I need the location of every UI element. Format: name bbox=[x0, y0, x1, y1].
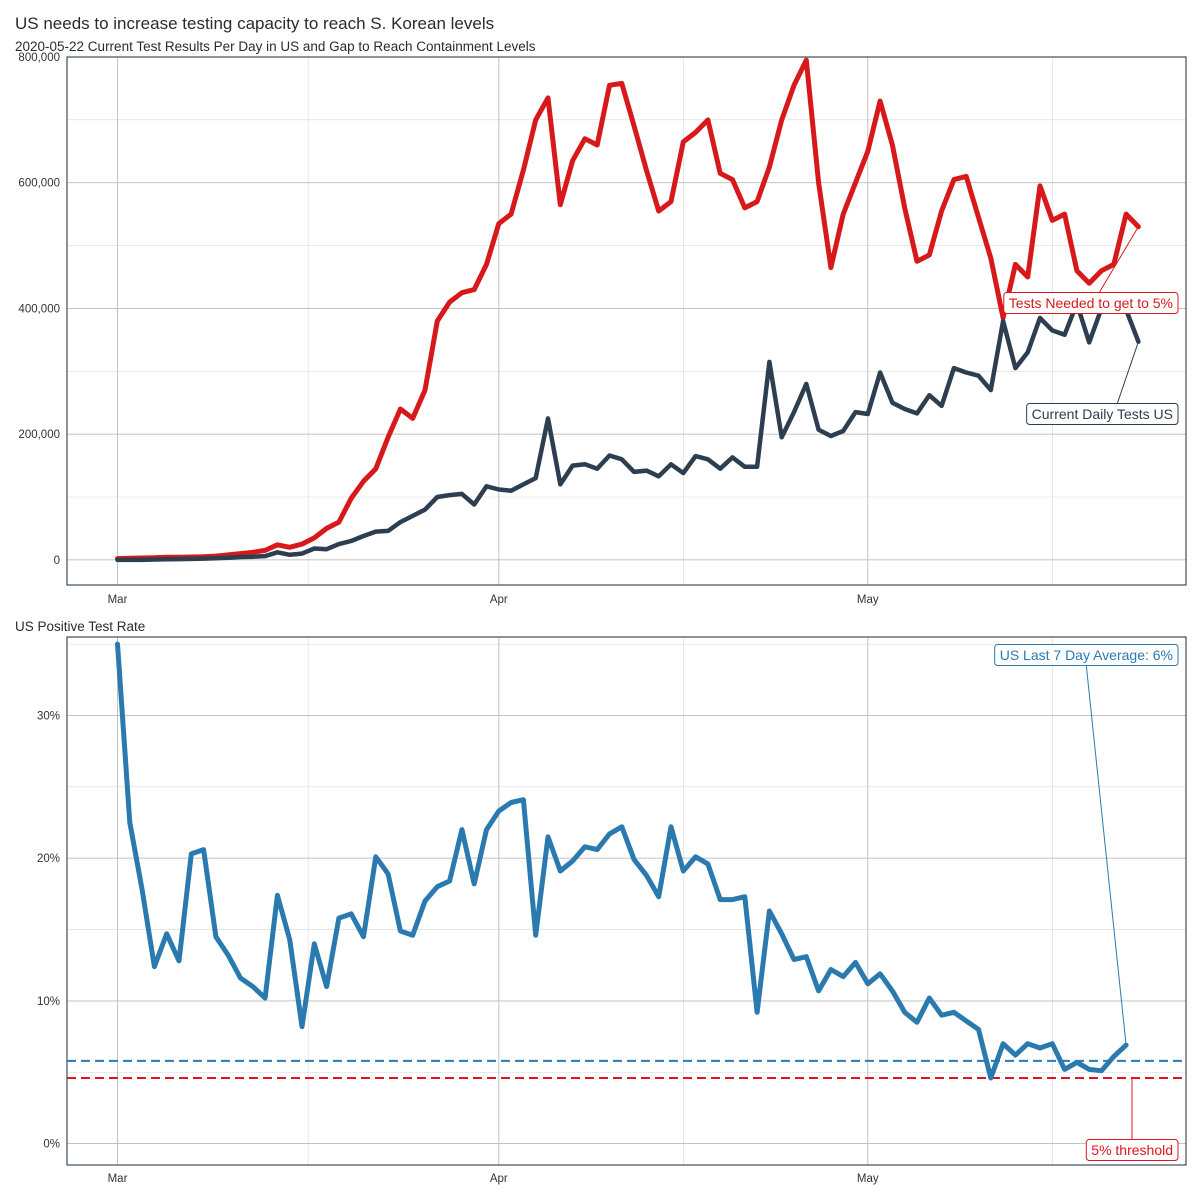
needed-series-line bbox=[115, 57, 1141, 562]
y-tick-label: 800,000 bbox=[18, 52, 60, 64]
x-tick-label: Apr bbox=[490, 1173, 508, 1185]
x-tick-label: May bbox=[857, 1173, 879, 1185]
y-tick-label: 10% bbox=[37, 996, 60, 1008]
y-tick-label: 400,000 bbox=[18, 303, 60, 315]
y-tick-label: 30% bbox=[37, 710, 60, 722]
average-label-leader bbox=[1085, 665, 1127, 1046]
current-label-text: Current Daily Tests US bbox=[1032, 406, 1173, 422]
y-tick-label: 600,000 bbox=[18, 178, 60, 190]
x-tick-label: Apr bbox=[490, 594, 508, 606]
y-tick-label: 0 bbox=[54, 555, 60, 567]
plot-frame bbox=[66, 636, 1187, 1166]
needed-label bbox=[1003, 292, 1179, 314]
x-tick-label: Mar bbox=[108, 1173, 128, 1185]
chart-subtitle: 2020-05-22 Current Test Results Per Day … bbox=[15, 39, 536, 54]
x-tick-label: Mar bbox=[108, 594, 128, 606]
average-label-text: US Last 7 Day Average: 6% bbox=[1000, 647, 1173, 663]
tests-panel: 0 200,000 400,000 600,000 800,000 Mar Apr May Te… bbox=[18, 52, 1187, 606]
y-tick-label: 0% bbox=[43, 1139, 60, 1151]
current-label bbox=[1026, 403, 1179, 425]
threshold-label-text: 5% threshold bbox=[1091, 1142, 1173, 1158]
x-tick-label: May bbox=[857, 594, 879, 606]
current-label-leader bbox=[1116, 341, 1139, 404]
current-series-line bbox=[115, 299, 1141, 563]
needed-label-leader bbox=[1099, 226, 1139, 293]
plot-frame bbox=[66, 56, 1187, 586]
average-label bbox=[994, 644, 1179, 666]
y-tick-label: 200,000 bbox=[18, 429, 60, 441]
threshold-label bbox=[1085, 1139, 1179, 1161]
positive-rate-line bbox=[115, 641, 1129, 1081]
positive-rate-panel: 0% 10% 20% 30% Mar Apr May US Last 7 Day Averag… bbox=[37, 636, 1187, 1185]
panel-title-positive-rate: US Positive Test Rate bbox=[15, 619, 146, 634]
needed-label-text: Tests Needed to get to 5% bbox=[1009, 295, 1173, 311]
y-tick-label: 20% bbox=[37, 853, 60, 865]
chart-title: US needs to increase testing capacity to… bbox=[15, 14, 495, 33]
